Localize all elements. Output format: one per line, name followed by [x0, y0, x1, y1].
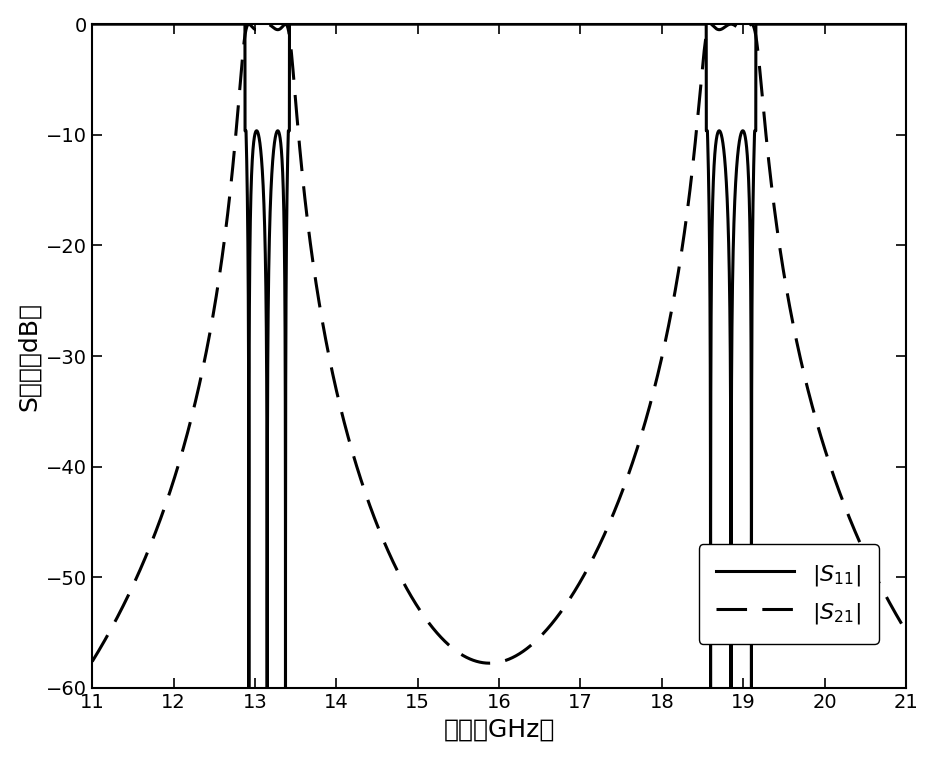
$|S_{21}|$	[282, 23, 294, 33]
$|S_{11}|$	[528, 20, 539, 29]
$|S_{21}|$	[87, 657, 98, 666]
$|S_{21}|$	[691, 129, 702, 138]
$|S_{11}|$	[243, 684, 254, 693]
$|S_{21}|$	[528, 638, 539, 647]
Legend: $|S_{11}|$, $|S_{21}|$: $|S_{11}|$, $|S_{21}|$	[698, 544, 879, 644]
$|S_{11}|$	[282, 139, 294, 149]
X-axis label: 频率（GHz）: 频率（GHz）	[443, 717, 554, 741]
$|S_{11}|$	[142, 20, 153, 29]
Line: $|S_{11}|$: $|S_{11}|$	[93, 24, 906, 688]
$|S_{21}|$	[900, 627, 912, 636]
$|S_{21}|$	[243, 20, 254, 29]
$|S_{21}|$	[142, 548, 153, 557]
$|S_{21}|$	[577, 574, 588, 583]
Line: $|S_{21}|$: $|S_{21}|$	[93, 24, 906, 663]
$|S_{11}|$	[691, 20, 702, 29]
$|S_{11}|$	[577, 20, 588, 29]
$|S_{11}|$	[398, 20, 410, 29]
Y-axis label: S参数（dB）: S参数（dB）	[17, 302, 40, 411]
$|S_{11}|$	[900, 20, 912, 29]
$|S_{21}|$	[484, 659, 496, 668]
$|S_{11}|$	[87, 20, 98, 29]
$|S_{21}|$	[398, 579, 410, 588]
